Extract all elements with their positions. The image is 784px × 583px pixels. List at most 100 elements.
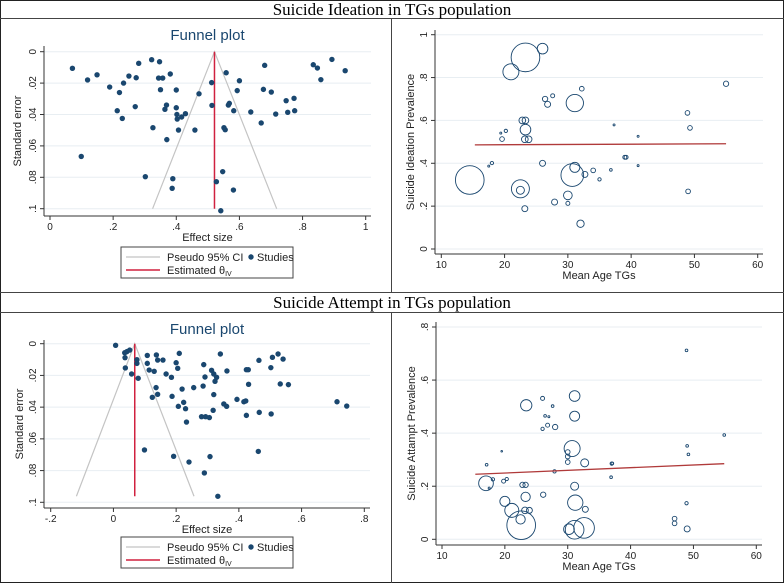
- study-bubble: [590, 167, 596, 174]
- panel-divider: [391, 313, 392, 583]
- study-point: [198, 413, 205, 420]
- study-bubble: [564, 519, 585, 540]
- legend-box: [120, 536, 294, 569]
- study-bubble: [563, 523, 575, 535]
- study-bubble: [581, 170, 589, 178]
- study-point: [160, 75, 166, 81]
- study-point: [212, 378, 218, 384]
- legend-estimate-label: Estimated θIV: [167, 555, 232, 568]
- study-point: [245, 381, 252, 388]
- study-point: [133, 75, 139, 81]
- study-point: [186, 459, 192, 465]
- x-axis-title: Mean Age TGs: [562, 561, 636, 573]
- study-bubble: [541, 95, 549, 103]
- y-axis-title: Standard error: [12, 95, 24, 166]
- study-point: [173, 360, 179, 366]
- study-bubble: [503, 128, 508, 134]
- study-point: [144, 360, 150, 367]
- study-point: [196, 91, 202, 97]
- study-bubble: [499, 495, 511, 507]
- y-tick-label: .1: [28, 498, 39, 507]
- study-point: [170, 453, 177, 460]
- study-point: [170, 176, 176, 182]
- study-point: [163, 371, 169, 377]
- study-point: [127, 347, 133, 353]
- legend-estimate-subscript: IV: [225, 561, 232, 568]
- study-point: [261, 62, 268, 69]
- y-tick-label: .1: [28, 204, 39, 213]
- study-bubble: [684, 348, 689, 353]
- x-tick-label: 10: [436, 260, 448, 271]
- study-point: [174, 116, 180, 122]
- study-bubble: [539, 159, 546, 167]
- y-axis-title: Suicide Ideation Prevalence: [405, 74, 417, 210]
- study-bubble: [683, 525, 691, 533]
- study-bubble: [581, 505, 589, 513]
- study-point: [260, 86, 267, 93]
- x-tick-label: .2: [109, 222, 118, 233]
- study-bubble: [487, 486, 491, 490]
- study-point: [69, 65, 76, 72]
- study-bubble: [564, 459, 571, 465]
- study-bubble: [623, 154, 629, 160]
- x-tick-label: 40: [625, 551, 637, 562]
- x-tick-label: .6: [297, 514, 306, 525]
- y-tick-label: .02: [28, 76, 39, 90]
- study-point: [94, 72, 100, 78]
- study-bubble: [519, 123, 532, 136]
- study-point: [225, 102, 232, 108]
- study-point: [211, 391, 217, 398]
- study-point: [213, 178, 220, 185]
- legend-box: [120, 246, 294, 279]
- study-point: [78, 153, 84, 160]
- y-tick-label: .04: [28, 107, 39, 121]
- study-bubble: [524, 135, 533, 144]
- study-bubble: [568, 390, 581, 402]
- legend-studies-swatch: [248, 254, 254, 260]
- chart-title: Funnel plot: [170, 321, 245, 338]
- study-point: [206, 414, 213, 421]
- study-point: [144, 352, 150, 359]
- study-point: [334, 399, 340, 405]
- study-point: [182, 111, 189, 117]
- study-bubble: [522, 481, 529, 489]
- y-tick-label: 0: [420, 536, 431, 542]
- study-point: [243, 412, 250, 419]
- study-bubble: [484, 462, 489, 467]
- study-point: [201, 361, 207, 368]
- study-point: [268, 364, 274, 371]
- study-bubble: [569, 410, 581, 422]
- study-point: [234, 87, 240, 94]
- study-point: [255, 448, 262, 455]
- study-point: [163, 102, 170, 108]
- legend-ci-label: Pseudo 95% CI: [167, 252, 243, 264]
- y-tick-label: .2: [419, 202, 430, 211]
- study-bubble: [671, 520, 678, 527]
- study-point: [116, 89, 123, 96]
- study-bubble: [580, 458, 590, 468]
- y-tick-label: .8: [420, 322, 431, 331]
- y-tick-label: 0: [419, 246, 430, 252]
- y-tick-label: .08: [28, 463, 39, 477]
- study-point: [126, 73, 132, 79]
- study-bubble: [521, 135, 529, 144]
- y-tick-label: .8: [419, 73, 430, 82]
- x-tick-label: 30: [562, 551, 574, 562]
- study-point: [175, 403, 182, 410]
- x-tick-label: 0: [111, 514, 117, 525]
- study-point: [202, 374, 208, 380]
- section-title-ideation: Suicide Ideation in TGs population: [0, 0, 784, 19]
- study-bubble: [478, 475, 494, 492]
- study-bubble: [722, 80, 730, 87]
- y-tick-label: .4: [419, 159, 430, 168]
- study-point: [151, 368, 157, 374]
- study-bubble: [490, 477, 496, 482]
- study-bubble: [540, 426, 545, 432]
- study-point: [208, 79, 215, 86]
- study-point: [120, 80, 127, 86]
- study-bubble: [551, 198, 559, 206]
- study-point: [154, 391, 161, 397]
- study-point: [169, 393, 175, 400]
- x-tick-label: 0: [47, 222, 53, 233]
